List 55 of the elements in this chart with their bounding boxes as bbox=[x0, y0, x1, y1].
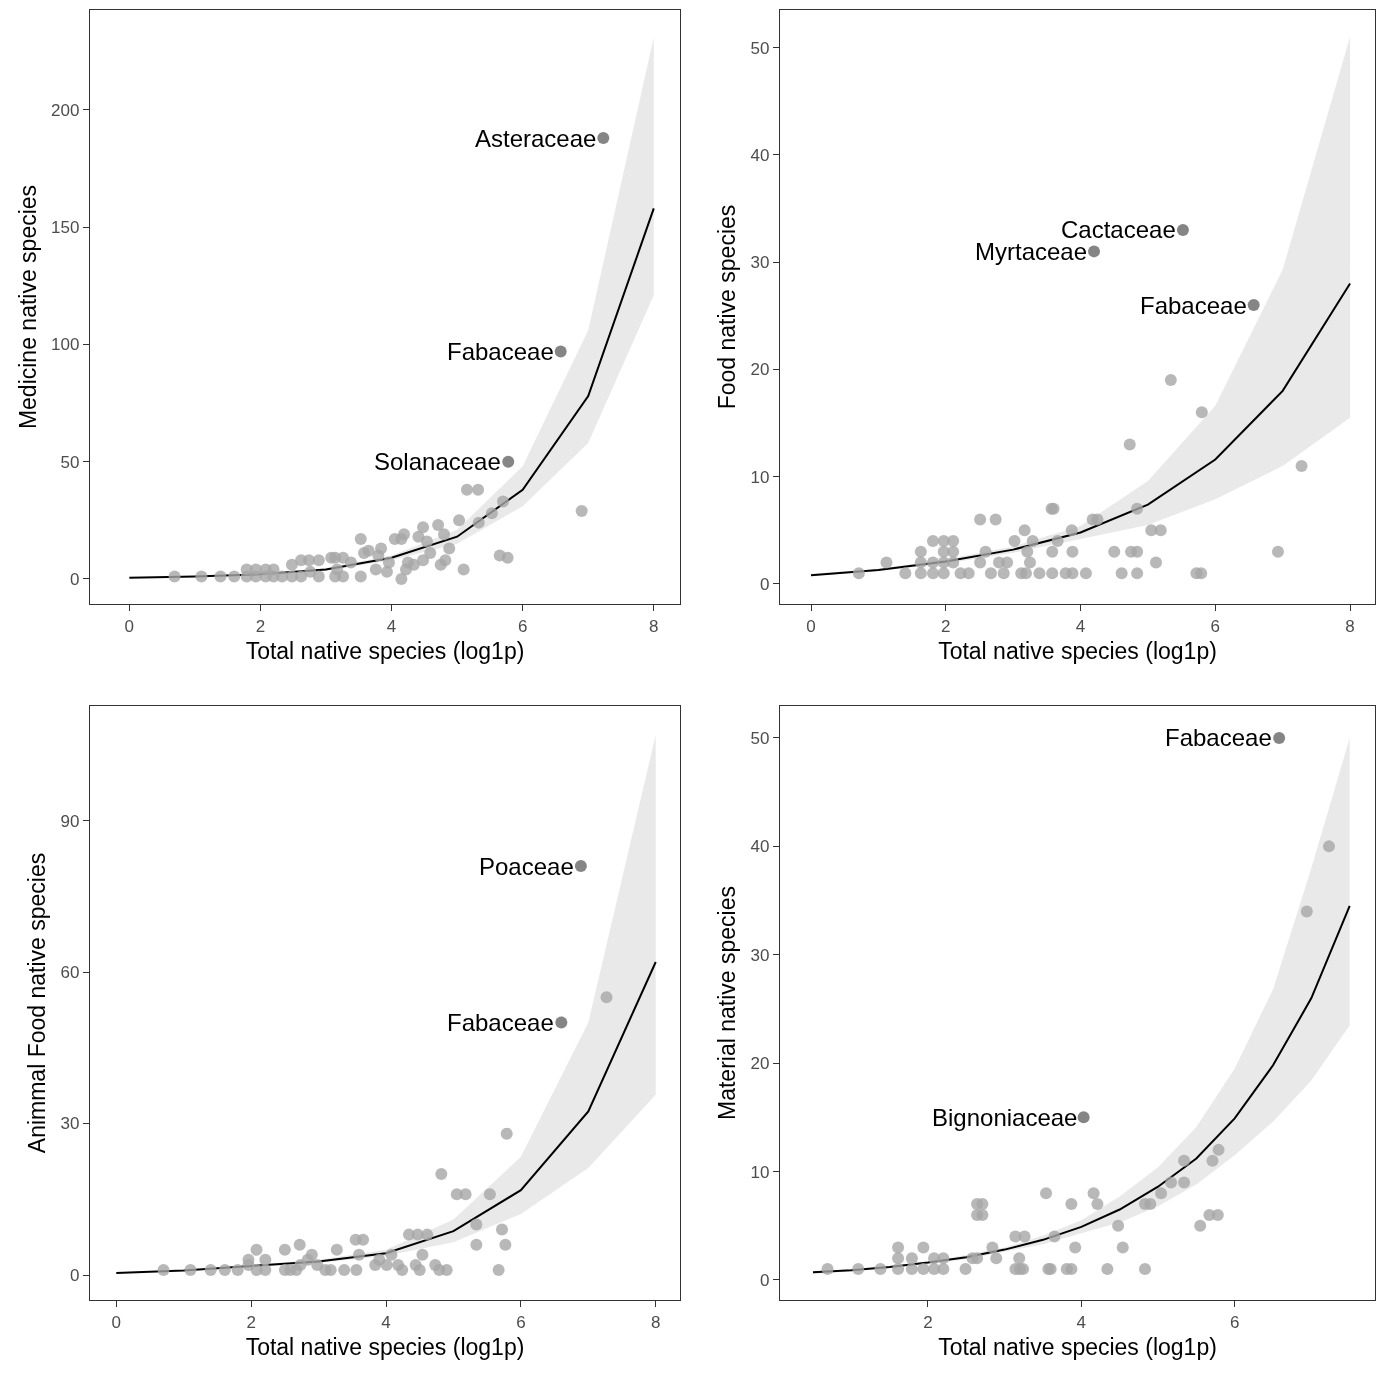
y-tick-label: 100 bbox=[51, 335, 80, 355]
x-axis-title: Total native species (log1p) bbox=[938, 638, 1217, 665]
y-tick-label: 30 bbox=[750, 253, 770, 273]
y-tick-label: 20 bbox=[750, 1054, 770, 1074]
annotation: Poaceae bbox=[479, 853, 574, 880]
y-tick-label: 0 bbox=[69, 1265, 80, 1285]
x-tick-label: 4 bbox=[386, 616, 397, 636]
y-tick-label: 50 bbox=[750, 728, 770, 748]
x-tick-label: 0 bbox=[806, 616, 816, 636]
y-tick-label: 30 bbox=[60, 1114, 80, 1134]
y-tick-label: 60 bbox=[60, 963, 80, 983]
x-axis-title: Total native species (log1p) bbox=[938, 1334, 1217, 1361]
y-tick-label: 40 bbox=[750, 145, 770, 165]
annotation: Fabaceae bbox=[1165, 724, 1272, 751]
y-tick-label: 30 bbox=[750, 945, 770, 965]
annotation: Asteraceae bbox=[475, 125, 597, 152]
x-tick-label: 6 bbox=[1210, 616, 1221, 636]
y-tick-label: 150 bbox=[51, 218, 80, 238]
x-tick-label: 8 bbox=[1345, 616, 1355, 636]
y-tick-label: 50 bbox=[60, 452, 80, 472]
x-tick-label: 8 bbox=[649, 616, 659, 636]
annotation: Bignoniaceae bbox=[932, 1104, 1078, 1131]
x-axis-title: Total native species (log1p) bbox=[245, 1334, 525, 1361]
x-tick-label: 2 bbox=[255, 616, 266, 636]
x-tick-label: 4 bbox=[1075, 616, 1086, 636]
x-tick-label: 4 bbox=[381, 1312, 391, 1332]
annotation: Fabaceae bbox=[447, 338, 554, 365]
y-tick-label: 0 bbox=[69, 569, 80, 589]
x-tick-label: 8 bbox=[651, 1312, 661, 1332]
y-axis-title: Medicine native species bbox=[14, 184, 41, 430]
y-axis-title: Material native species bbox=[714, 886, 741, 1120]
x-tick-label: 0 bbox=[111, 1312, 122, 1332]
y-tick-label: 20 bbox=[750, 360, 770, 380]
x-tick-label: 4 bbox=[1076, 1312, 1087, 1332]
y-tick-label: 10 bbox=[750, 1162, 770, 1182]
y-tick-label: 50 bbox=[750, 38, 770, 58]
y-tick-label: 40 bbox=[750, 837, 770, 857]
y-tick-label: 90 bbox=[60, 811, 80, 831]
y-axis-title: Food native species bbox=[714, 204, 741, 410]
x-tick-label: 6 bbox=[516, 1312, 526, 1332]
y-tick-label: 200 bbox=[51, 100, 80, 120]
x-tick-label: 6 bbox=[517, 616, 528, 636]
annotation: Fabaceae bbox=[447, 1009, 554, 1036]
x-tick-label: 2 bbox=[941, 616, 951, 636]
x-tick-label: 0 bbox=[124, 616, 135, 636]
x-tick-label: 2 bbox=[923, 1312, 933, 1332]
y-axis-title: Animmal Food native species bbox=[24, 852, 51, 1154]
annotation: Solanaceae bbox=[374, 448, 501, 475]
x-tick-label: 2 bbox=[246, 1312, 256, 1332]
x-axis-title: Total native species (log1p) bbox=[245, 638, 525, 665]
y-tick-label: 10 bbox=[750, 467, 770, 487]
y-tick-label: 0 bbox=[759, 1270, 770, 1290]
x-tick-label: 6 bbox=[1229, 1312, 1240, 1332]
y-tick-label: 0 bbox=[759, 574, 770, 594]
annotation: Fabaceae bbox=[1140, 292, 1247, 319]
